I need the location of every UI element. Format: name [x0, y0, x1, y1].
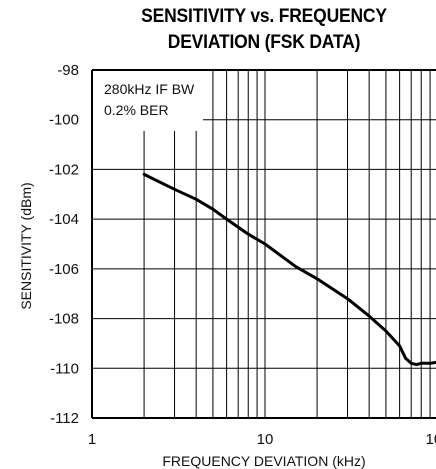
y-tick-label: -102: [49, 161, 79, 178]
y-tick-label: -106: [49, 261, 79, 278]
annotation-ber: 0.2% BER: [104, 102, 169, 118]
y-tick-label: -108: [49, 311, 79, 328]
x-tick-label: 100: [425, 431, 436, 448]
y-tick-label: -104: [49, 211, 79, 228]
chart-title-line-1: SENSITIVITY vs. FREQUENCY: [141, 6, 387, 27]
y-tick-label: -98: [57, 62, 79, 79]
annotation-if-bw: 280kHz IF BW: [104, 81, 195, 97]
y-tick-label: -112: [50, 410, 79, 427]
y-tick-label: -110: [50, 360, 79, 377]
y-tick-label: -100: [49, 112, 79, 129]
annotation-box: [93, 69, 203, 131]
chart-title-line-2: DEVIATION (FSK DATA): [167, 32, 361, 53]
x-tick-label: 10: [257, 431, 274, 448]
x-axis-label: FREQUENCY DEVIATION (kHz): [162, 453, 365, 469]
x-tick-label: 1: [88, 431, 96, 448]
series-line-sensitivity: [142, 172, 436, 367]
y-axis-label: SENSITIVITY (dBm): [18, 182, 34, 309]
